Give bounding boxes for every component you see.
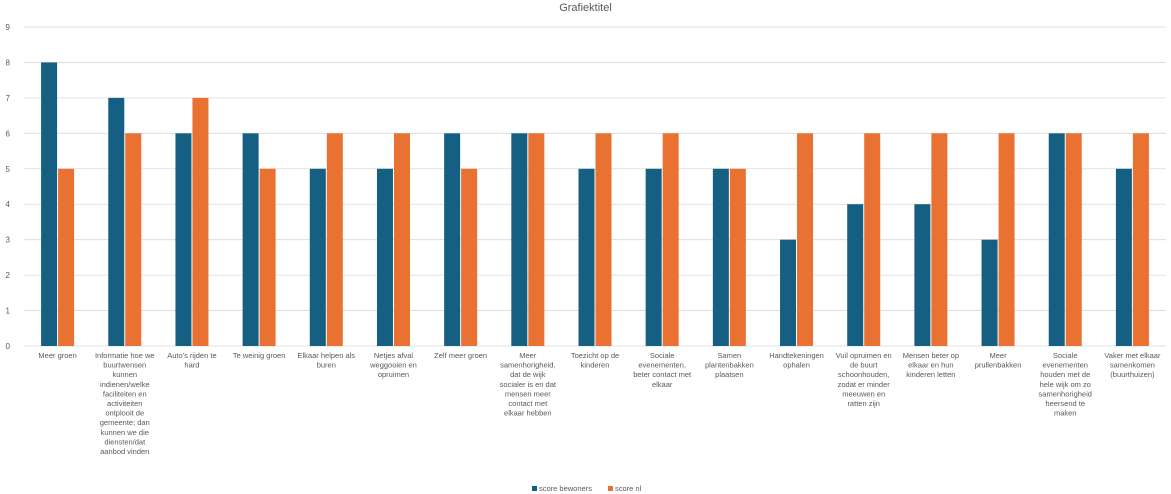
bar-score-nl [797, 133, 814, 346]
y-tick-label: 7 [6, 94, 11, 103]
bar-score-nl [998, 133, 1015, 346]
bar-score-nl [595, 133, 612, 346]
legend-label: score nl [615, 484, 642, 493]
bar-score-bewoners [847, 204, 864, 346]
bar-score-bewoners [1115, 168, 1132, 346]
bar-score-nl [259, 168, 276, 346]
bar-score-bewoners [242, 133, 259, 346]
bar-score-nl [864, 133, 881, 346]
y-tick-label: 4 [6, 200, 11, 209]
y-tick-label: 1 [6, 307, 11, 316]
x-category-label: Mensen beter op elkaar en hun kinderen let… [903, 351, 959, 379]
legend-label: score bewoners [539, 484, 592, 493]
bar-score-nl [58, 168, 75, 346]
legend-swatch [532, 486, 537, 491]
x-category-label: Meer prullenbakken [975, 351, 1022, 370]
bar-score-bewoners [444, 133, 461, 346]
gridlines [24, 26, 1166, 347]
bar-score-bewoners [1048, 133, 1065, 346]
bar-score-nl [1132, 133, 1149, 346]
y-axis: 0 1 2 3 4 5 6 7 8 9 [6, 23, 11, 351]
bar-score-bewoners [108, 97, 125, 346]
x-category-label: Handtekeningen ophalen [769, 351, 824, 370]
bar-score-bewoners [712, 168, 729, 346]
x-category-label: Netjes afval weggooien en opruimen [369, 351, 417, 379]
y-tick-label: 9 [6, 23, 11, 32]
bar-score-nl [528, 133, 545, 346]
bar-score-bewoners [376, 168, 393, 346]
bar-score-bewoners [309, 168, 326, 346]
bar-score-bewoners [914, 204, 931, 346]
bar-score-nl [461, 168, 478, 346]
x-category-label: Zelf meer groen [434, 351, 487, 360]
legend: score bewoners score nl [532, 484, 642, 493]
x-category-label: Vuil opruimen en de buurt schoonhouden, zod… [836, 351, 892, 408]
bar-score-nl [125, 133, 142, 346]
x-category-label: Sociale evenementen, beter contact met elka… [633, 351, 692, 389]
x-category-label: Meer groen [38, 351, 76, 360]
x-category-label: Vaker met elkaar samenkomen (buurthuizen) [1104, 351, 1161, 379]
bar-score-bewoners [511, 133, 528, 346]
bar-score-bewoners [175, 133, 192, 346]
bar-score-bewoners [780, 239, 797, 346]
bar-score-nl [1065, 133, 1082, 346]
y-tick-label: 6 [6, 129, 11, 138]
x-category-label: Meer samenhorigheid, dat de wijk socialer i… [500, 351, 557, 418]
x-category-label: Samen plantenbakken plaatsen [705, 351, 754, 379]
y-tick-label: 3 [6, 236, 11, 245]
x-category-label: Toezicht op de kinderen [571, 351, 619, 370]
x-category-label: Elkaar helpen als buren [298, 351, 356, 370]
bar-score-bewoners [41, 62, 58, 346]
x-category-label: Te weinig groen [233, 351, 286, 360]
x-category-label: Informatie hoe we buurtwensen kunnen indien… [95, 351, 155, 456]
bars [41, 62, 1149, 346]
y-tick-label: 2 [6, 271, 11, 280]
bar-score-bewoners [981, 239, 998, 346]
bar-score-nl [393, 133, 410, 346]
bar-score-nl [729, 168, 746, 346]
bar-score-nl [326, 133, 343, 346]
bar-score-nl [192, 97, 209, 346]
x-category-label: Sociale evenementen houden met de hele wijk… [1039, 351, 1092, 418]
bar-score-nl [662, 133, 679, 346]
bar-score-bewoners [578, 168, 595, 346]
y-tick-label: 8 [6, 58, 11, 67]
y-tick-label: 5 [6, 165, 11, 174]
x-category-label: Auto's rijden te hard [167, 351, 216, 370]
x-axis: Meer groen Informatie hoe we buurtwensen ku… [38, 351, 1161, 456]
bar-score-bewoners [645, 168, 662, 346]
y-tick-label: 0 [6, 342, 11, 351]
chart-title: Grafiektitel [559, 2, 612, 14]
bar-score-nl [931, 133, 948, 346]
legend-swatch [608, 486, 613, 491]
